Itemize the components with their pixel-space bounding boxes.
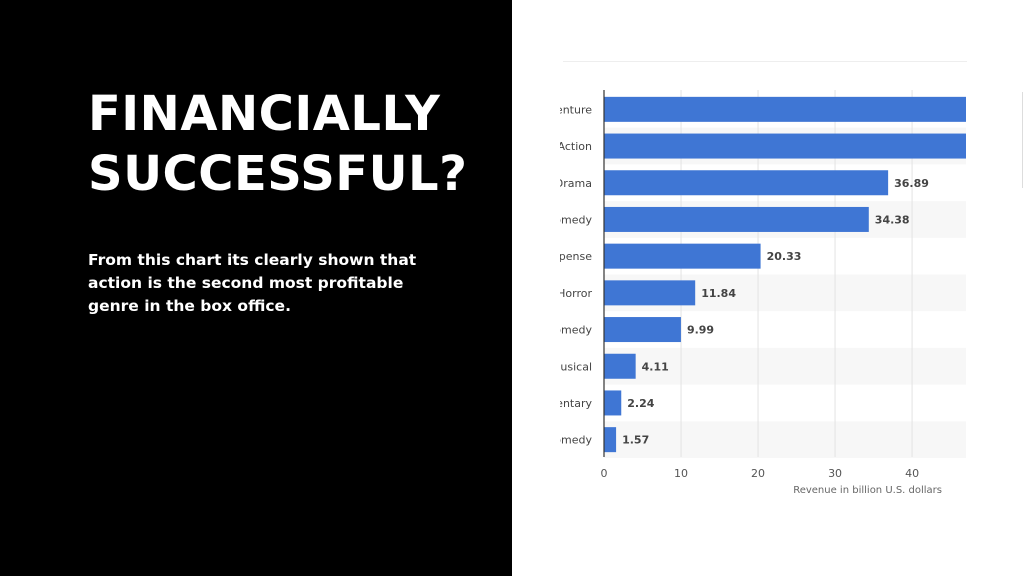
right-edge-divider — [1022, 92, 1023, 188]
slide-title-line-1: FINANCIALLY — [88, 86, 441, 142]
right-panel — [512, 0, 1024, 576]
left-panel: FINANCIALLY SUCCESSFUL? From this chart … — [0, 0, 512, 576]
slide-title: FINANCIALLY SUCCESSFUL? — [88, 84, 488, 204]
slide-title-line-2: SUCCESSFUL? — [88, 146, 468, 202]
slide-body-text: From this chart its clearly shown that a… — [88, 251, 417, 315]
chart-top-divider — [563, 61, 967, 62]
